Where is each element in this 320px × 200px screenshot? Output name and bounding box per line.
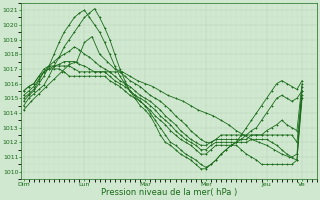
X-axis label: Pression niveau de la mer( hPa ): Pression niveau de la mer( hPa ) — [101, 188, 237, 197]
